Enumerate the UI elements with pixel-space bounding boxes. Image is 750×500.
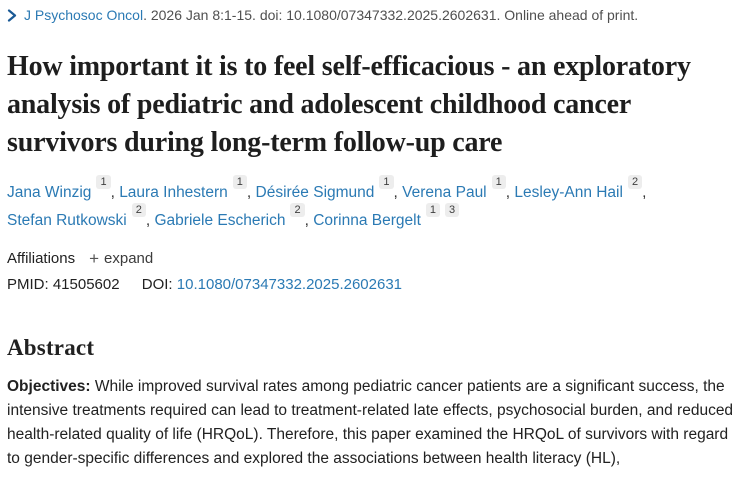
affiliation-number-badge[interactable]: 2 (131, 202, 146, 217)
author-link[interactable]: Stefan Rutkowski (7, 212, 127, 229)
author-link[interactable]: Gabriele Escherich (154, 212, 286, 229)
author-link[interactable]: Jana Winzig (7, 184, 92, 201)
abstract-section-text: While improved survival rates among pedi… (7, 378, 734, 467)
affiliation-number-badge[interactable]: 3 (445, 202, 460, 217)
author: Verena Paul 1 (402, 174, 506, 201)
doi-group: DOI: 10.1080/07347332.2025.2602631 (142, 276, 402, 293)
identifiers-row: PMID: 41505602 DOI: 10.1080/07347332.202… (7, 276, 742, 293)
abstract-paragraph: Objectives: While improved survival rate… (7, 375, 742, 471)
author: Stefan Rutkowski 2 (7, 202, 146, 229)
author-separator: , (145, 212, 155, 229)
affiliation-number-badge[interactable]: 1 (96, 174, 111, 189)
affiliations-label: Affiliations (7, 250, 76, 267)
affiliation-number-badge[interactable]: 1 (425, 202, 441, 217)
expand-affiliations-button[interactable]: + expand (89, 250, 153, 267)
chevron-right-icon[interactable] (7, 9, 17, 22)
author-separator: , (110, 184, 120, 201)
citation-text: . 2026 Jan 8:1-15. doi: 10.1080/07347332… (143, 7, 639, 23)
affiliation-number-badge[interactable]: 2 (290, 202, 305, 217)
author-link[interactable]: Corinna Bergelt (313, 212, 421, 229)
author-link[interactable]: Laura Inhestern (119, 184, 228, 201)
affiliation-number-badge[interactable]: 1 (379, 174, 394, 189)
affiliations-row: Affiliations + expand (7, 250, 742, 267)
author: Laura Inhestern 1 (119, 174, 247, 201)
affiliation-number-badge[interactable]: 2 (627, 174, 643, 189)
pmid-group: PMID: 41505602 (7, 276, 124, 293)
journal-abbreviation-link[interactable]: J Psychosoc Oncol (24, 7, 144, 23)
author: Gabriele Escherich 2 (154, 202, 305, 229)
affiliation-number-badge[interactable]: 1 (232, 174, 247, 189)
expand-button-label: expand (104, 250, 154, 267)
authors-list: Jana Winzig 1, Laura Inhestern 1, Désirée … (7, 174, 727, 235)
author-separator: , (304, 212, 314, 229)
pmid-label: PMID: (7, 276, 49, 293)
author-separator: , (642, 184, 647, 201)
author-separator: , (393, 184, 403, 201)
pmid-value: 41505602 (52, 276, 120, 293)
citation-bar: J Psychosoc Oncol. 2026 Jan 8:1-15. doi:… (7, 7, 742, 24)
author-separator: , (505, 184, 515, 201)
abstract-heading: Abstract (7, 335, 95, 360)
pubmed-article-page: J Psychosoc Oncol. 2026 Jan 8:1-15. doi:… (7, 7, 742, 471)
article-title: How important it is to feel self-efficac… (7, 51, 691, 158)
author: Lesley-Ann Hail 2 (514, 174, 643, 201)
author: Désirée Sigmund 1 (255, 174, 394, 201)
author-separator: , (246, 184, 256, 201)
doi-label: DOI: (141, 276, 173, 293)
author: Corinna Bergelt 1 3 (313, 202, 460, 229)
author-link[interactable]: Lesley-Ann Hail (514, 184, 623, 201)
author-link[interactable]: Désirée Sigmund (255, 184, 375, 201)
plus-icon: + (89, 249, 100, 268)
author-link[interactable]: Verena Paul (402, 184, 487, 201)
affiliation-number-badge[interactable]: 1 (491, 174, 506, 189)
author: Jana Winzig 1 (7, 174, 111, 201)
abstract-section-label: Objectives: (7, 378, 91, 395)
doi-link[interactable]: 10.1080/07347332.2025.2602631 (176, 276, 403, 293)
